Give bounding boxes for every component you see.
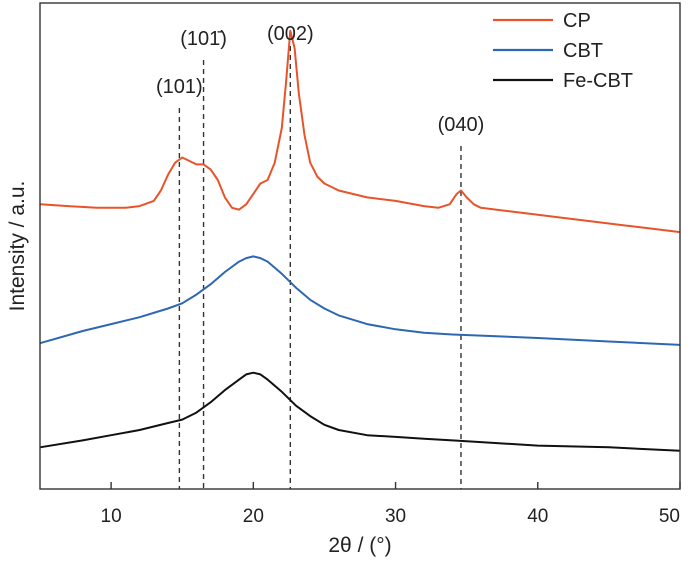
legend-label-2: Fe-CBT <box>563 70 633 92</box>
x-tick-label-3: 40 <box>527 506 548 527</box>
legend: CP CBT Fe-CBT <box>493 10 633 92</box>
series-line-2 <box>39 371 681 452</box>
x-tick-label-1: 20 <box>243 506 264 527</box>
x-axis-label: 2θ / (°) <box>328 534 391 557</box>
y-axis-label: Intensity / a.u. <box>6 181 29 312</box>
peak-reference-lines <box>178 46 462 489</box>
x-tick-label-4: 50 <box>659 506 680 527</box>
peak-labels: (101) (101̄) (002) (040) <box>156 23 484 136</box>
x-axis-ticks: 10 20 30 40 50 <box>101 482 681 527</box>
peak-label-3: (040) <box>438 114 485 136</box>
series-lines <box>39 29 681 452</box>
series-line-1 <box>39 255 681 346</box>
legend-label-1: CBT <box>563 40 603 62</box>
x-tick-label-0: 10 <box>101 506 122 527</box>
x-tick-label-2: 30 <box>385 506 406 527</box>
peak-label-1: (101̄) <box>180 28 227 50</box>
series-line-0 <box>39 29 681 234</box>
plot-frame <box>39 2 681 490</box>
legend-label-0: CP <box>563 10 591 32</box>
peak-label-0: (101) <box>156 76 203 98</box>
peak-label-2: (002) <box>267 23 314 45</box>
